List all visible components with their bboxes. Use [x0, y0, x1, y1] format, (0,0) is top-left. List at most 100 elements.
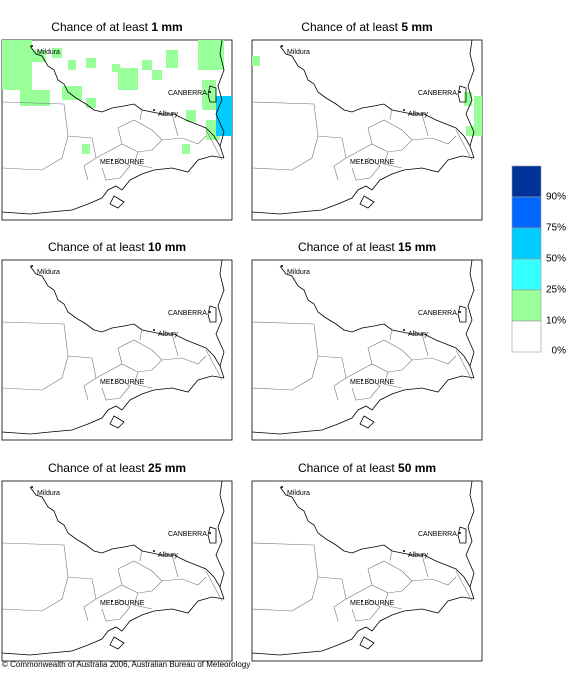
- place-label: Mildura: [37, 269, 60, 276]
- panel-title: Chance of at least 10 mm: [48, 240, 186, 254]
- place-label: CANBERRA: [168, 531, 207, 538]
- panel-title-amount: 50 mm: [398, 461, 436, 475]
- place-dot: [361, 379, 363, 381]
- map-panel: Chance of at least 50 mm Mildura CANBERRA A…: [251, 461, 483, 662]
- map-frame: [251, 480, 483, 662]
- place-dot: [403, 109, 405, 111]
- place-label: Albury: [158, 111, 178, 118]
- place-label: CANBERRA: [418, 310, 457, 317]
- rain-shade: [186, 110, 196, 122]
- legend-swatch: [511, 258, 542, 291]
- map-frame: [251, 259, 483, 441]
- place-dot: [281, 486, 283, 488]
- panel-title-prefix: Chance of at least: [301, 20, 398, 34]
- rain-shade: [474, 96, 482, 136]
- panel-title-amount: 25 mm: [148, 461, 186, 475]
- rain-shade: [202, 80, 216, 110]
- place-dot: [31, 45, 33, 47]
- panel-title-amount: 10 mm: [148, 240, 186, 254]
- place-dot: [403, 329, 405, 331]
- place-dot: [111, 600, 113, 602]
- footer: © Commonwealth of Australia 2006, Austra…: [2, 660, 250, 669]
- place-label: MELBOURNE: [350, 379, 395, 386]
- rain-shade: [252, 56, 260, 66]
- place-dot: [459, 532, 461, 534]
- place-label: CANBERRA: [418, 90, 457, 97]
- rain-shade: [86, 98, 96, 108]
- place-label: Mildura: [37, 49, 60, 56]
- rain-shade: [82, 144, 90, 154]
- rain-shade: [216, 96, 232, 136]
- place-dot: [281, 45, 283, 47]
- place-label: Albury: [408, 552, 428, 559]
- place-dot: [209, 91, 211, 93]
- place-label: Albury: [408, 111, 428, 118]
- map-panel: Chance of at least 10 mm Mildura CANBERRA A…: [1, 240, 233, 441]
- legend-label: 75%: [546, 223, 566, 234]
- rain-shade: [2, 40, 32, 90]
- panel-title-amount: 5 mm: [401, 20, 432, 34]
- place-label: Albury: [158, 552, 178, 559]
- place-dot: [403, 550, 405, 552]
- place-dot: [209, 532, 211, 534]
- rain-shade: [68, 60, 76, 70]
- place-dot: [459, 91, 461, 93]
- legend-swatch: [511, 165, 542, 198]
- place-dot: [153, 109, 155, 111]
- legend-swatch: [511, 196, 542, 229]
- rain-shade: [52, 48, 62, 58]
- panel-title-prefix: Chance of at least: [48, 240, 145, 254]
- place-label: Mildura: [287, 269, 310, 276]
- map-frame: [1, 259, 233, 441]
- legend-swatch: [511, 289, 542, 322]
- place-label: Mildura: [287, 49, 310, 56]
- rain-shade: [466, 126, 474, 136]
- legend-label: 25%: [546, 285, 566, 296]
- panel-title: Chance of at least 1 mm: [51, 20, 182, 34]
- panel-title: Chance of at least 25 mm: [48, 461, 186, 475]
- place-label: Mildura: [37, 490, 60, 497]
- legend-label: 50%: [546, 254, 566, 265]
- rain-shade: [112, 64, 120, 72]
- place-dot: [459, 311, 461, 313]
- place-label: Albury: [408, 331, 428, 338]
- map-panel: Chance of at least 1 mm Mildura CANBERRA Al…: [1, 20, 233, 221]
- rain-shade: [182, 144, 190, 154]
- place-dot: [111, 159, 113, 161]
- rain-shade: [142, 60, 152, 70]
- panel-title: Chance of at least 5 mm: [301, 20, 432, 34]
- panel-title-prefix: Chance of at least: [298, 240, 395, 254]
- legend: 90% 75% 50% 25% 10% 0%: [511, 165, 566, 357]
- panel-title-amount: 15 mm: [398, 240, 436, 254]
- map-panel: Chance of at least 15 mm Mildura CANBERRA A…: [251, 240, 483, 441]
- map-panel: Chance of at least 25 mm Mildura CANBERRA A…: [1, 461, 233, 662]
- place-label: CANBERRA: [418, 531, 457, 538]
- rain-shade: [20, 90, 50, 106]
- place-label: MELBOURNE: [100, 379, 145, 386]
- rain-shade: [198, 40, 224, 70]
- panel-title-prefix: Chance of at least: [48, 461, 145, 475]
- legend-swatch: [511, 227, 542, 260]
- map-panel: Chance of at least 5 mm Mildura CANBERRA Al…: [251, 20, 483, 221]
- rain-shade: [118, 68, 138, 90]
- place-label: MELBOURNE: [350, 159, 395, 166]
- place-dot: [209, 311, 211, 313]
- rain-shade: [464, 92, 472, 106]
- place-label: MELBOURNE: [100, 600, 145, 607]
- rain-shade: [152, 70, 162, 80]
- place-dot: [153, 329, 155, 331]
- map-frame: [1, 480, 233, 662]
- place-dot: [31, 265, 33, 267]
- place-label: CANBERRA: [168, 310, 207, 317]
- rain-shade: [62, 86, 82, 100]
- place-dot: [31, 486, 33, 488]
- rain-shade: [166, 50, 178, 68]
- place-label: MELBOURNE: [350, 600, 395, 607]
- place-label: Mildura: [287, 490, 310, 497]
- place-dot: [281, 265, 283, 267]
- panel-title: Chance of at least 15 mm: [298, 240, 436, 254]
- panel-title-prefix: Chance of at least: [51, 20, 148, 34]
- legend-label: 90%: [546, 192, 566, 203]
- place-label: MELBOURNE: [100, 159, 145, 166]
